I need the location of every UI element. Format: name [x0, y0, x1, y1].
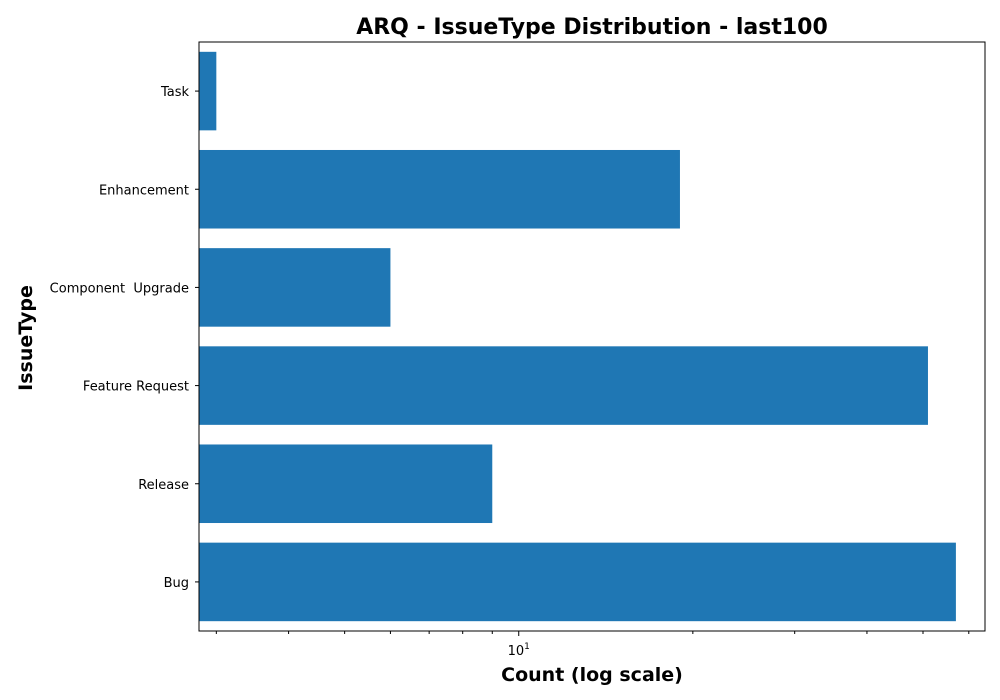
- x-tick-label: 101: [508, 642, 530, 659]
- y-tick-label: Task: [160, 85, 190, 100]
- bar-task: [199, 51, 217, 131]
- y-axis-ticks: Bug Release Feature Request Component Upgra…: [50, 85, 199, 591]
- bar-enhancement: [199, 149, 680, 229]
- bar-release: [199, 444, 493, 524]
- y-tick-label: Enhancement: [99, 183, 189, 198]
- chart-title: ARQ - IssueType Distribution - last100: [356, 15, 828, 40]
- bar-bug: [199, 542, 956, 622]
- bars-group: [199, 51, 956, 622]
- x-axis-ticks: 101: [215, 631, 970, 659]
- y-axis-label: IssueType: [15, 285, 37, 391]
- y-tick-label: Bug: [164, 576, 189, 591]
- x-axis-label: Count (log scale): [501, 664, 683, 686]
- y-tick-label: Feature Request: [83, 380, 189, 395]
- y-tick-label: Release: [138, 478, 189, 493]
- bar-component-upgrade: [199, 248, 391, 327]
- y-tick-label: Component Upgrade: [50, 281, 189, 296]
- bar-feature-request: [199, 346, 928, 425]
- plot-area-frame: [198, 41, 986, 632]
